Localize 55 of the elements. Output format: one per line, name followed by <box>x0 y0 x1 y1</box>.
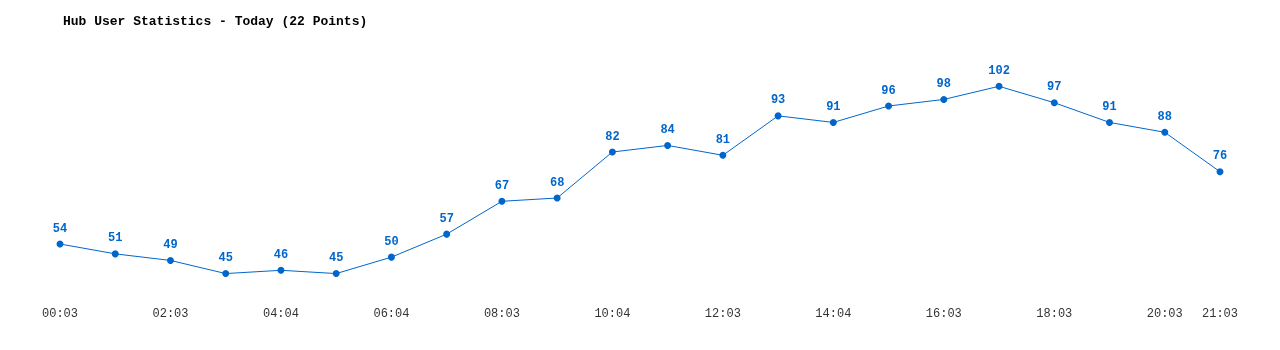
data-label: 46 <box>273 247 289 262</box>
point <box>1161 128 1169 136</box>
data-label: 91 <box>826 99 841 114</box>
data-label: 84 <box>660 122 675 137</box>
point <box>664 141 672 149</box>
data-label: 45 <box>328 251 344 266</box>
data-label: 91 <box>1102 99 1117 114</box>
point <box>608 148 616 156</box>
x-tick-label: 02:03 <box>152 307 189 321</box>
x-tick-label: 14:04 <box>815 307 852 321</box>
point <box>498 197 506 205</box>
x-tick-label: 06:04 <box>373 307 410 321</box>
point <box>332 270 340 278</box>
point <box>1106 118 1114 126</box>
chart-title: Hub User Statistics - Today (22 Points) <box>63 14 368 29</box>
x-tick-label: 08:03 <box>483 307 520 321</box>
point <box>387 253 395 261</box>
point <box>885 102 893 110</box>
point <box>940 95 948 103</box>
x-tick-label: 21:03 <box>1201 307 1239 321</box>
point <box>166 256 174 264</box>
point <box>995 82 1003 90</box>
data-label: 57 <box>439 211 454 226</box>
data-label: 98 <box>936 76 952 91</box>
data-label: 82 <box>605 129 620 144</box>
point <box>719 151 727 159</box>
data-label: 68 <box>549 175 565 190</box>
data-label: 51 <box>108 231 123 246</box>
data-label: 45 <box>218 251 233 266</box>
x-tick-label: 16:03 <box>925 307 962 321</box>
data-label: 50 <box>384 234 399 249</box>
data-label: 49 <box>163 237 178 252</box>
point <box>277 266 285 274</box>
data-label: 88 <box>1157 109 1172 124</box>
x-tick-label: 10:04 <box>594 307 631 321</box>
data-label: 54 <box>52 221 68 236</box>
x-tick-label: 12:03 <box>704 307 741 321</box>
point <box>774 112 782 120</box>
point <box>1050 99 1058 107</box>
x-tick-label: 18:03 <box>1036 307 1073 321</box>
point <box>111 250 119 258</box>
point <box>829 118 837 126</box>
data-label: 102 <box>988 63 1010 78</box>
data-label: 97 <box>1047 80 1062 95</box>
point <box>443 230 451 238</box>
data-label: 93 <box>770 93 786 108</box>
point <box>222 270 230 278</box>
data-label: 96 <box>881 83 896 98</box>
point <box>1216 168 1224 176</box>
data-label: 76 <box>1212 149 1228 164</box>
data-label: 81 <box>715 132 731 147</box>
x-tick-label: 20:03 <box>1146 307 1183 321</box>
x-tick-label: 04:04 <box>262 307 299 321</box>
x-tick-label: 00:03 <box>41 307 79 321</box>
data-label: 67 <box>494 178 510 193</box>
